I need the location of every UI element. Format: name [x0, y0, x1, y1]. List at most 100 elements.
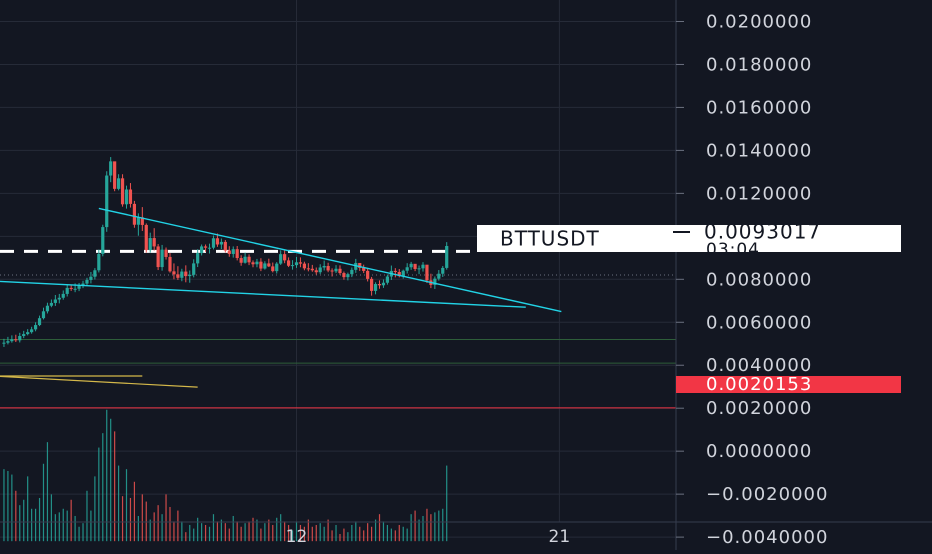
price-axis: 0.0200000 0.0180000 0.0160000 0.0140000 0.01…	[675, 0, 827, 550]
volume-bar	[248, 521, 250, 542]
volume-bar	[70, 499, 72, 542]
candle-body	[164, 249, 168, 257]
red-line-box	[676, 376, 901, 393]
candle-body	[385, 276, 390, 283]
last-price-box	[477, 225, 901, 252]
volume-bar	[7, 470, 9, 542]
volume-bar	[287, 524, 290, 542]
candle-body	[168, 256, 172, 272]
volume-bar	[244, 523, 246, 542]
candle-body	[120, 178, 125, 205]
volume-bar	[355, 521, 357, 542]
candle-body	[14, 339, 18, 341]
candle-body	[136, 217, 140, 225]
price-tick-label: 0.0000000	[706, 441, 812, 462]
volume-bar	[157, 505, 159, 542]
volume-bar	[276, 517, 278, 542]
candle-body	[124, 189, 129, 205]
volume-bar	[351, 524, 353, 542]
volume-bar	[284, 521, 286, 542]
candle-body	[144, 224, 148, 251]
volume-bar	[386, 524, 389, 542]
candle-body	[184, 271, 188, 277]
candle-body	[290, 265, 295, 267]
volume-bar	[204, 524, 207, 542]
volume-bar	[78, 526, 80, 542]
candle-body	[417, 268, 421, 270]
volume-bar	[121, 496, 124, 542]
candle-body	[413, 263, 417, 269]
candle-body	[366, 270, 370, 279]
price-tick-label: 0.0180000	[706, 54, 812, 75]
volume-bar	[442, 508, 444, 542]
volume-bar	[145, 501, 147, 542]
volume-bar	[232, 515, 234, 542]
volume-bar	[62, 508, 64, 542]
candle-body	[176, 274, 180, 278]
candle-body	[235, 249, 239, 259]
candle-body	[318, 267, 322, 273]
volume-bar	[149, 519, 151, 542]
candle-body	[57, 297, 61, 300]
volume-bar	[260, 528, 262, 542]
candle-body	[37, 318, 42, 326]
volume-bar	[268, 519, 270, 542]
volume-bar	[422, 515, 424, 542]
volume-bar	[197, 517, 199, 542]
candle-body	[231, 249, 235, 254]
candle-body	[373, 284, 378, 291]
candle-body	[113, 161, 117, 189]
volume-bar	[371, 526, 373, 542]
volume-bar	[193, 528, 195, 542]
candle-body	[18, 336, 22, 341]
volume-bar	[228, 528, 230, 542]
volume-bar	[418, 519, 420, 542]
volume-bar	[311, 526, 313, 542]
candle-body	[215, 238, 220, 245]
candle-body	[203, 246, 208, 248]
reference-lines	[0, 249, 676, 409]
candle-body	[294, 262, 299, 266]
candle-body	[73, 288, 77, 290]
volume-bar	[220, 519, 222, 542]
candle-body	[350, 269, 354, 275]
last-price-label: BTTUSDT 0.0093017 03:04	[477, 220, 901, 260]
candle-body	[188, 274, 192, 277]
volume-bars	[3, 409, 448, 542]
time-axis: 12 21	[0, 521, 932, 547]
volume-bar	[161, 514, 163, 542]
candle-body	[41, 311, 46, 319]
grid-lines	[0, 0, 676, 538]
volume-bar	[256, 519, 258, 542]
price-tick-label: 0.0060000	[706, 312, 812, 333]
volume-bar	[3, 469, 5, 542]
candle-body	[259, 261, 263, 269]
candle-body	[437, 273, 441, 279]
candle-body	[49, 302, 53, 306]
candle-body	[33, 325, 38, 330]
price-tick-label: 0.0080000	[706, 269, 812, 290]
drawn-trendlines	[0, 207, 562, 388]
countdown-timer: 03:04	[706, 240, 760, 260]
time-tick-label: 12	[286, 527, 308, 547]
volume-bar	[394, 530, 396, 542]
candle-body	[219, 241, 223, 245]
candle-body	[255, 261, 259, 265]
candle-body	[105, 175, 109, 228]
volume-bar	[42, 463, 45, 542]
price-tick-label: 0.0120000	[706, 183, 812, 204]
candle-body	[314, 270, 318, 273]
candle-body	[132, 203, 137, 225]
volume-bar	[307, 519, 309, 542]
volume-bar	[410, 514, 412, 542]
candle-body	[223, 241, 227, 251]
volume-bar	[382, 521, 385, 542]
price-tick-label: 0.0160000	[706, 97, 812, 118]
volume-bar	[177, 510, 179, 542]
volume-bar	[82, 523, 84, 542]
trendline	[0, 280, 526, 308]
volume-bar	[86, 490, 88, 542]
volume-bar	[430, 514, 432, 542]
